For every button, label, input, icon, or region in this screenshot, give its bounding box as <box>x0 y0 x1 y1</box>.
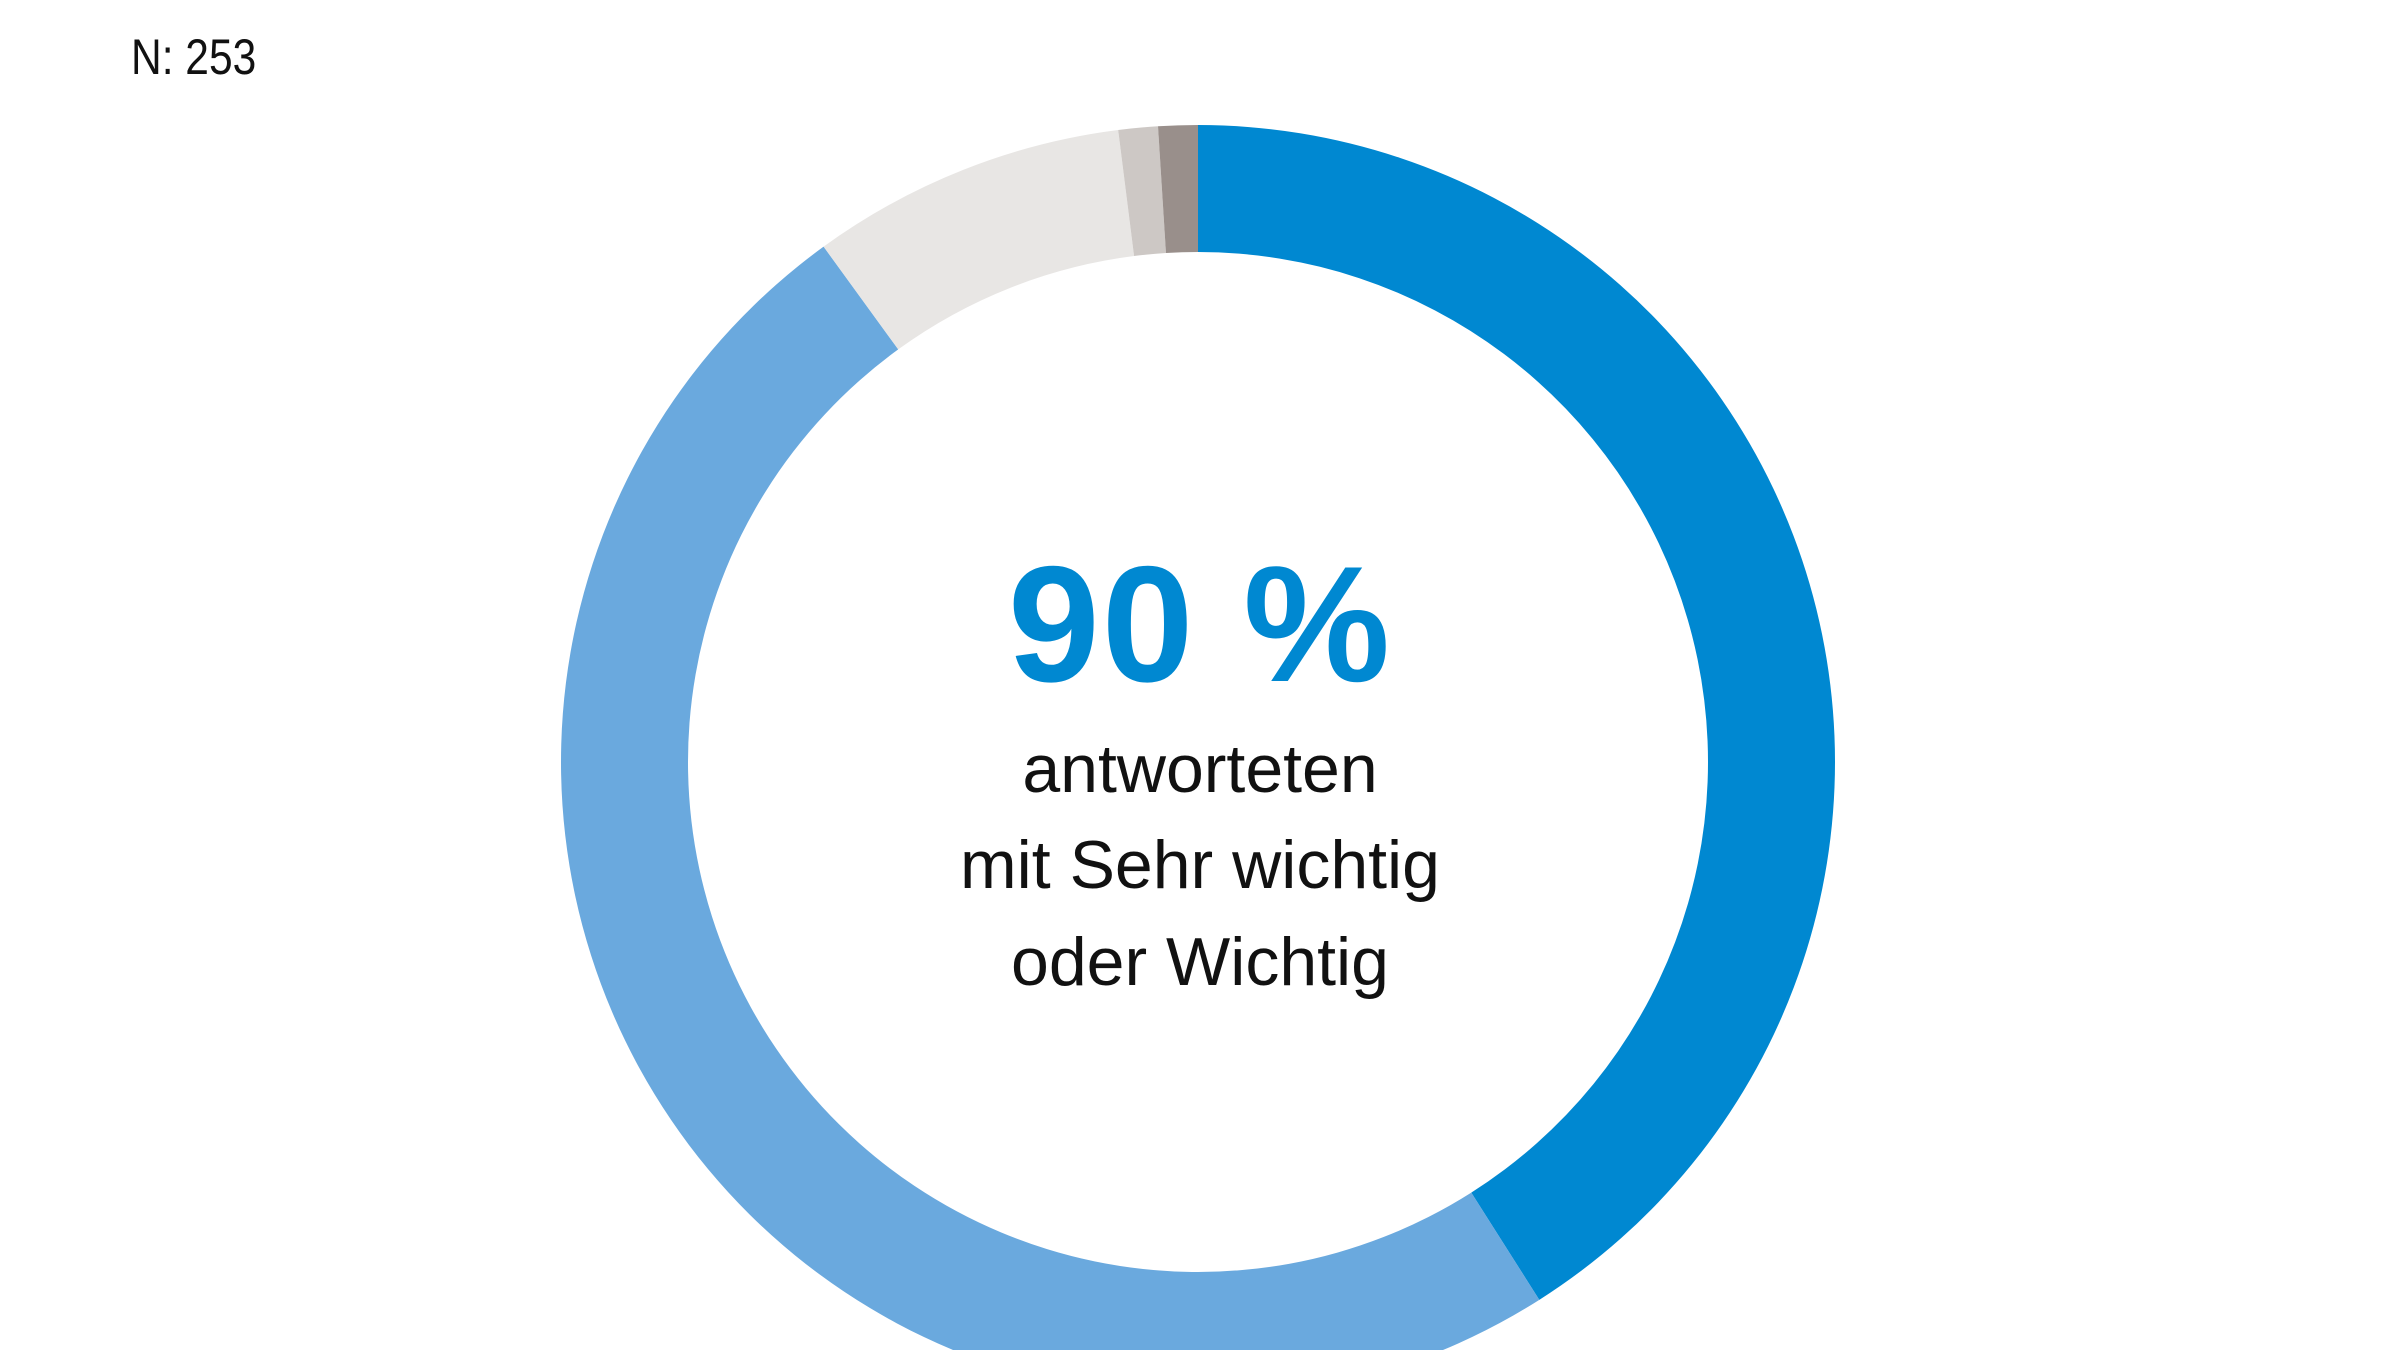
donut-slice-2 <box>560 246 1540 1350</box>
center-text-line-2: mit Sehr wichtig <box>960 827 1440 903</box>
donut-slice-3 <box>823 130 1135 350</box>
donut-slice-4 <box>1118 126 1166 257</box>
sample-size-label: N: 253 <box>131 29 257 85</box>
center-text-line-1: antworteten <box>1022 731 1378 807</box>
donut-slice-1 <box>1198 125 1835 1300</box>
center-text-line-3: oder Wichtig <box>1011 924 1389 1000</box>
center-percentage: 90 % <box>1007 532 1393 716</box>
donut-slice-5 <box>1158 125 1198 254</box>
